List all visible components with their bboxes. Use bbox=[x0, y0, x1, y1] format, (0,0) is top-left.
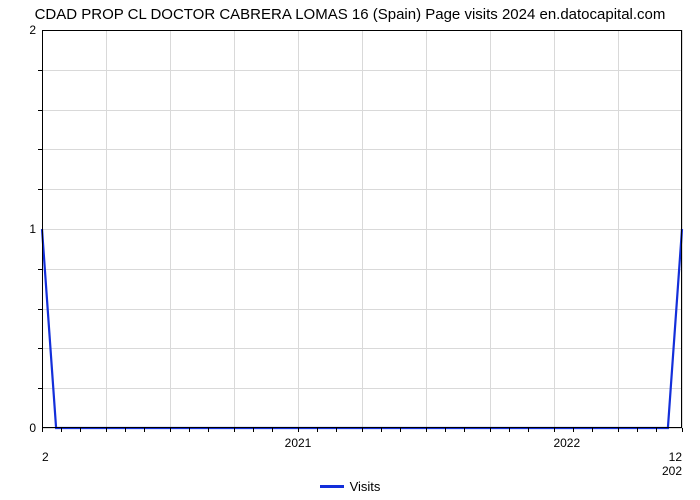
x-minor-tick bbox=[362, 428, 363, 432]
x-minor-tick bbox=[272, 428, 273, 432]
x-minor-tick bbox=[656, 428, 657, 432]
y-minor-tick bbox=[38, 110, 42, 111]
x-secondary-left: 2 bbox=[42, 428, 49, 464]
x-minor-tick bbox=[573, 428, 574, 432]
legend-label: Visits bbox=[350, 479, 381, 494]
x-minor-tick bbox=[490, 428, 491, 432]
x-minor-tick bbox=[400, 428, 401, 432]
x-minor-tick bbox=[336, 428, 337, 432]
chart-container: CDAD PROP CL DOCTOR CABRERA LOMAS 16 (Sp… bbox=[0, 0, 700, 500]
y-tick-label: 1 bbox=[29, 222, 42, 236]
x-minor-tick bbox=[554, 428, 555, 432]
x-minor-tick bbox=[528, 428, 529, 432]
grid-v bbox=[682, 30, 683, 428]
x-minor-tick bbox=[208, 428, 209, 432]
x-minor-tick bbox=[170, 428, 171, 432]
chart-title: CDAD PROP CL DOCTOR CABRERA LOMAS 16 (Sp… bbox=[0, 6, 700, 23]
plot-area: 012 20212022 2 12202 bbox=[42, 30, 682, 428]
y-tick-label: 0 bbox=[29, 421, 42, 435]
legend-swatch bbox=[320, 485, 344, 488]
y-minor-tick bbox=[38, 348, 42, 349]
x-minor-tick bbox=[125, 428, 126, 432]
y-minor-tick bbox=[38, 269, 42, 270]
x-minor-tick bbox=[445, 428, 446, 432]
x-minor-tick bbox=[682, 428, 683, 432]
visits-line bbox=[42, 229, 682, 428]
y-minor-tick bbox=[38, 70, 42, 71]
x-minor-tick bbox=[106, 428, 107, 432]
x-minor-tick bbox=[637, 428, 638, 432]
x-minor-tick bbox=[234, 428, 235, 432]
x-minor-tick bbox=[426, 428, 427, 432]
x-secondary-right-line: 12 bbox=[662, 450, 682, 464]
x-minor-tick bbox=[464, 428, 465, 432]
y-minor-tick bbox=[38, 189, 42, 190]
x-minor-tick bbox=[618, 428, 619, 432]
x-secondary-right-line: 202 bbox=[662, 464, 682, 478]
x-secondary-right: 12202 bbox=[662, 428, 682, 478]
x-minor-tick bbox=[61, 428, 62, 432]
y-minor-tick bbox=[38, 149, 42, 150]
x-minor-tick bbox=[381, 428, 382, 432]
x-tick-label: 2022 bbox=[553, 428, 580, 450]
x-minor-tick bbox=[317, 428, 318, 432]
x-minor-tick bbox=[189, 428, 190, 432]
y-minor-tick bbox=[38, 309, 42, 310]
x-minor-tick bbox=[253, 428, 254, 432]
x-minor-tick bbox=[144, 428, 145, 432]
x-minor-tick bbox=[80, 428, 81, 432]
y-tick-label: 2 bbox=[29, 23, 42, 37]
x-minor-tick bbox=[592, 428, 593, 432]
x-minor-tick bbox=[509, 428, 510, 432]
legend: Visits bbox=[0, 478, 700, 494]
line-series-layer bbox=[42, 30, 682, 428]
x-minor-tick bbox=[298, 428, 299, 432]
y-minor-tick bbox=[38, 388, 42, 389]
